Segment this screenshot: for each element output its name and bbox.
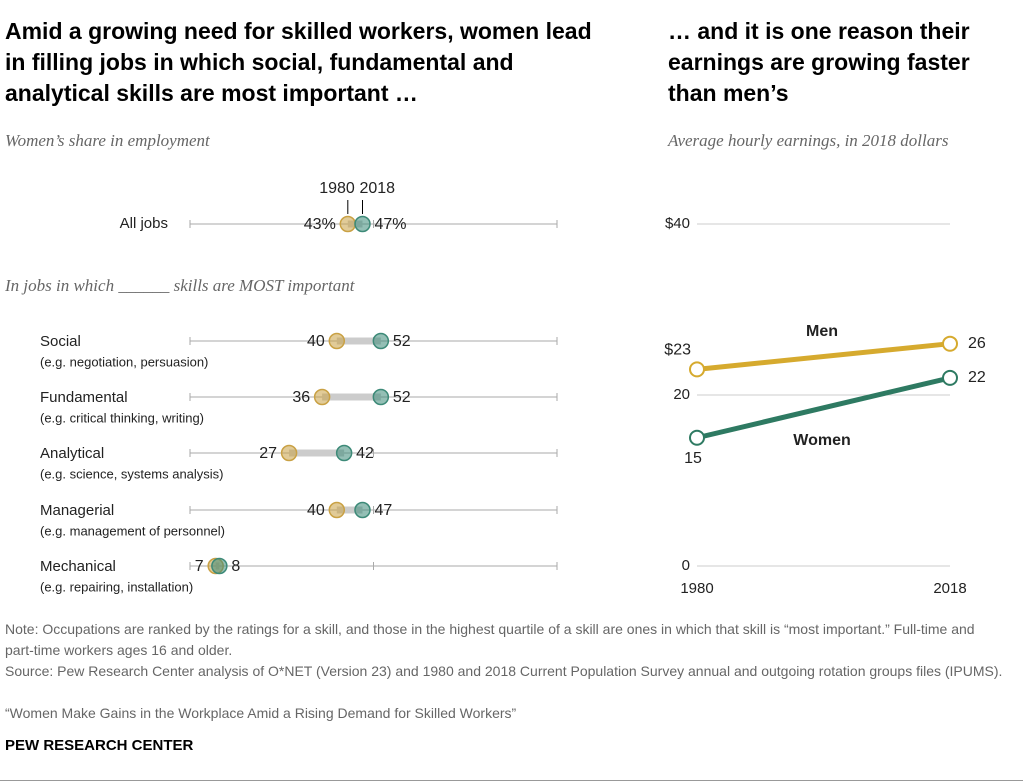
y-tick-label: 20 [673, 386, 690, 403]
dot [211, 557, 228, 575]
legend-label: 2018 [359, 180, 395, 197]
point [689, 429, 705, 446]
point [689, 361, 705, 378]
legend-label: 1980 [319, 180, 355, 197]
dot [335, 444, 353, 462]
report: “Women Make Gains in the Workplace Amid … [5, 705, 517, 721]
value-label: 40 [307, 333, 325, 350]
value-label: 47% [374, 216, 406, 233]
left-title: Amid a growing need for skilled workers,… [5, 18, 592, 106]
value-label: 42 [356, 445, 374, 462]
category-description: (e.g. negotiation, persuasion) [40, 354, 208, 369]
category-description: (e.g. critical thinking, writing) [40, 410, 204, 425]
line [696, 375, 951, 441]
value-label: 43% [304, 216, 336, 233]
value-label: 52 [393, 333, 411, 350]
dot [372, 388, 390, 406]
series-label: Women [793, 432, 850, 449]
value-label: 22 [968, 369, 986, 386]
category-description: (e.g. repairing, installation) [40, 579, 193, 594]
value-label: 52 [393, 389, 411, 406]
line [696, 341, 951, 372]
point [942, 335, 958, 352]
y-tick-label: 0 [682, 557, 690, 574]
category-description: (e.g. management of personnel) [40, 523, 225, 538]
dot [280, 444, 298, 462]
subtitle: Women’s share in employment [5, 131, 211, 150]
dot [354, 501, 371, 519]
series-label: Men [806, 323, 838, 340]
y-tick-label: $40 [665, 215, 690, 232]
dot [328, 501, 346, 519]
category-label: Managerial [40, 502, 114, 519]
category-label: Social [40, 333, 81, 350]
source: Source: Pew Research Center analysis of … [5, 663, 1003, 679]
value-label: 47 [374, 502, 392, 519]
value-label: 7 [195, 558, 204, 575]
dot [354, 215, 371, 233]
dot [339, 215, 357, 233]
category-label: Mechanical [40, 558, 116, 575]
category-description: (e.g. science, systems analysis) [40, 466, 224, 481]
note: Note: Occupations are ranked by the rati… [5, 621, 975, 658]
brand: PEW RESEARCH CENTER [5, 737, 194, 754]
right-title: … and it is one reason their earnings ar… [668, 18, 970, 106]
category-label: Analytical [40, 445, 104, 462]
point [942, 369, 958, 386]
value-label: 27 [259, 445, 277, 462]
dot [328, 332, 346, 350]
x-tick-label: 2018 [933, 580, 966, 597]
section-label: In jobs in which ______ skills are MOST … [4, 276, 356, 295]
x-tick-label: 1980 [680, 580, 713, 597]
dot [372, 332, 390, 350]
value-label: 8 [231, 558, 240, 575]
value-label: 26 [968, 335, 986, 352]
dot [313, 388, 331, 406]
category-label: Fundamental [40, 389, 128, 406]
category-label: All jobs [120, 215, 168, 232]
value-label: 40 [307, 502, 325, 519]
chart: Women’s share in employment Average hour… [4, 131, 986, 597]
value-label: 15 [684, 450, 702, 467]
value-label: 36 [292, 389, 310, 406]
value-label: $23 [664, 342, 691, 359]
subtitle: Average hourly earnings, in 2018 dollars [667, 131, 949, 150]
